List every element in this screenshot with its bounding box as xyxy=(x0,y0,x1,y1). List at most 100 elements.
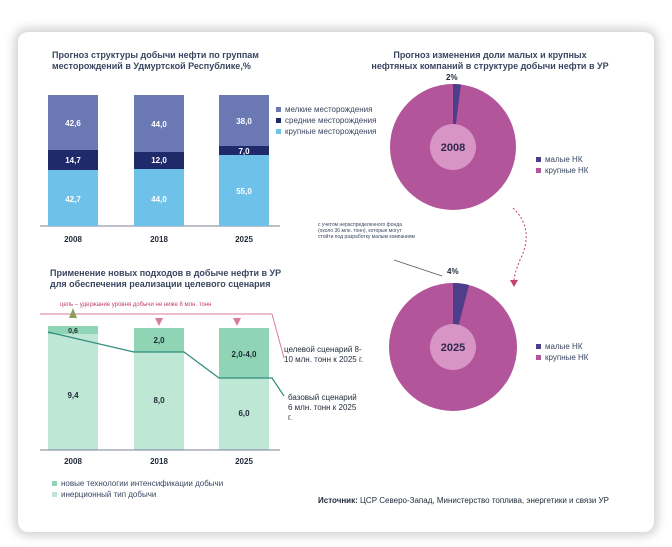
chart2-2025-center-label: 2025 xyxy=(441,342,465,354)
chart2-title: Прогноз изменения доли малых и крупных н… xyxy=(371,50,609,71)
chart3-base-scenario-line xyxy=(47,331,285,397)
chart2-2008-legend-item-small: малые НК xyxy=(536,154,588,165)
chart1-legend-item-small: мелкие месторождения xyxy=(276,104,377,115)
chart2-2025-legend-label-large: крупные НК xyxy=(545,353,589,362)
chart2-2025-legend-item-large: крупные НК xyxy=(536,352,588,363)
chart2-2008-center-label: 2008 xyxy=(441,142,465,154)
chart1-label-2025-small: 38,0 xyxy=(236,117,252,126)
chart3-bar-2018-new xyxy=(134,328,184,352)
chart3-threshold-label: цель – удержание уровня добычи не ниже 8… xyxy=(60,302,212,308)
chart3-label-2008-new: 0,6 xyxy=(68,328,78,335)
chart3-annotation-target: целевой сценарий 8-10 млн. тонн к 2025 г… xyxy=(284,345,364,364)
chart3-bar-2025-inertial xyxy=(219,378,269,450)
chart1-bar-2025-large xyxy=(219,155,269,226)
source-text: ЦСР Северо-Запад, Министерство топлива, … xyxy=(360,496,609,505)
chart1-col-2008: 42,6 14,7 42,7 2008 xyxy=(48,95,98,244)
chart1-bar-2008-small xyxy=(48,95,98,150)
chart2-2008-slice-label: 2% xyxy=(446,73,458,82)
chart3-label-2025-new: 2,0-4,0 xyxy=(232,350,257,359)
chart2-2008-legend-label-small: малые НК xyxy=(545,155,583,164)
chart1-label-2008-small: 42,6 xyxy=(65,119,81,128)
chart2-2025-legend-swatch-small xyxy=(536,344,541,349)
chart1-label-2008-medium: 14,7 xyxy=(65,156,81,165)
chart2-2008-legend-label-large: крупные НК xyxy=(545,166,589,175)
chart3-marker-2018 xyxy=(155,318,163,326)
chart3-xtick-2008: 2008 xyxy=(64,457,82,466)
chart1-legend-swatch-large xyxy=(276,129,281,134)
chart3-target-line-tail xyxy=(271,313,285,359)
chart3-bar-2008-new xyxy=(48,326,98,334)
chart1-bar-2018-large xyxy=(134,169,184,226)
chart2-donut-2025: 2025 xyxy=(389,282,517,411)
chart1-xtick-2025: 2025 xyxy=(235,235,253,244)
chart3-label-2018-inertial: 8,0 xyxy=(153,396,165,405)
chart1-label-2008-large: 42,7 xyxy=(65,195,81,204)
chart3-xtick-2025: 2025 xyxy=(235,457,253,466)
chart3-col-2008: 0,6 9,4 2008 xyxy=(48,326,98,466)
chart1-bar-2008-medium xyxy=(48,150,98,170)
chart2-legend-2008: малые НК крупные НК xyxy=(536,154,588,176)
chart3-label-2018-new: 2,0 xyxy=(153,336,165,345)
chart1-legend-label-large: крупные месторождения xyxy=(285,127,377,136)
chart1-bar-2008-large xyxy=(48,170,98,226)
chart3-annotation-base: базовый сценарий 6 млн. тонн к 2025 г. xyxy=(288,393,357,422)
chart1-xtick-2018: 2018 xyxy=(150,235,168,244)
chart2-legend-2025: малые НК крупные НК xyxy=(536,341,588,363)
chart2-2025-slice-label: 4% xyxy=(447,267,459,276)
chart1-label-2018-medium: 12,0 xyxy=(151,156,167,165)
chart1-col-2025: 38,0 7,0 55,0 2025 xyxy=(219,95,269,244)
chart3-label-2008-inertial: 9,4 xyxy=(67,391,79,400)
chart2-2008-hole xyxy=(430,124,476,170)
source-line: Источник: ЦСР Северо-Запад, Министерство… xyxy=(318,496,609,505)
chart1-bar-2025-medium xyxy=(219,146,269,155)
chart1-legend-item-medium: средние месторождения xyxy=(276,115,377,126)
chart3-legend-item-new: новые технологии интенсификации добычи xyxy=(52,478,223,489)
chart3-marker-2025 xyxy=(233,318,241,326)
chart3-xtick-2018: 2018 xyxy=(150,457,168,466)
source-label: Источник: xyxy=(318,496,358,505)
chart1-legend: мелкие месторождения средние месторожден… xyxy=(276,104,377,137)
chart3-col-2025: 2,0-4,0 6,0 2025 xyxy=(219,328,269,466)
chart1-legend-swatch-medium xyxy=(276,118,281,123)
chart3-legend-item-inertial: инерционный тип добычи xyxy=(52,489,223,500)
chart1-label-2018-small: 44,0 xyxy=(151,120,167,129)
chart2-2025-legend-label-small: малые НК xyxy=(545,342,583,351)
chart2-2025-legend-swatch-large xyxy=(536,355,541,360)
chart2-2025-hole xyxy=(430,324,476,370)
chart1-legend-item-large: крупные месторождения xyxy=(276,126,377,137)
chart1-legend-swatch-small xyxy=(276,107,281,112)
chart3-bar-2018-inertial xyxy=(134,352,184,450)
chart3-legend-swatch-inertial xyxy=(52,492,57,497)
chart3-bar-2025-new xyxy=(219,328,269,378)
chart1-col-2018: 44,0 12,0 44,0 2018 xyxy=(134,95,184,244)
chart2-annotation: с учетом нераспределенного фонда (около … xyxy=(318,222,415,240)
chart2-2008-legend-item-large: крупные НК xyxy=(536,165,588,176)
chart2-2025-legend-item-small: малые НК xyxy=(536,341,588,352)
chart2-trend-arrow xyxy=(512,207,527,283)
chart3-col-2018: 2,0 8,0 2018 xyxy=(134,328,184,466)
chart3-plot: 0,6 9,4 2008 2,0 8,0 2018 2,0-4,0 6,0 20… xyxy=(40,308,285,466)
chart1-legend-label-medium: средние месторождения xyxy=(285,116,377,125)
chart1-title: Прогноз структуры добычи нефти по группа… xyxy=(52,50,259,71)
chart1-plot: 42,6 14,7 42,7 2008 44,0 12,0 44,0 2018 … xyxy=(40,95,280,244)
report-card xyxy=(18,32,654,532)
chart2-trend-arrow-head xyxy=(510,280,518,287)
chart3-legend-swatch-new xyxy=(52,481,57,486)
chart1-label-2025-large: 55,0 xyxy=(236,187,252,196)
chart3-marker-2008 xyxy=(69,308,77,318)
chart1-bar-2018-medium xyxy=(134,152,184,169)
chart1-xtick-2008: 2008 xyxy=(64,235,82,244)
chart2-annotation-pointer xyxy=(393,259,443,277)
chart3-legend-label-new: новые технологии интенсификации добычи xyxy=(61,479,224,488)
chart3-bar-2008-inertial xyxy=(48,334,98,450)
chart1-bar-2025-small xyxy=(219,95,269,146)
chart3-title: Применение новых подходов в добыче нефти… xyxy=(50,268,282,289)
chart3-legend-label-inertial: инерционный тип добычи xyxy=(61,490,157,499)
chart3-legend: новые технологии интенсификации добычи и… xyxy=(52,478,223,500)
chart2-2008-legend-swatch-large xyxy=(536,168,541,173)
chart2-connectors xyxy=(393,207,527,287)
chart1-bar-2018-small xyxy=(134,95,184,152)
chart3-label-2025-inertial: 6,0 xyxy=(238,409,250,418)
chart2-donut-2008: 2008 xyxy=(390,84,516,210)
chart1-label-2018-large: 44,0 xyxy=(151,195,167,204)
